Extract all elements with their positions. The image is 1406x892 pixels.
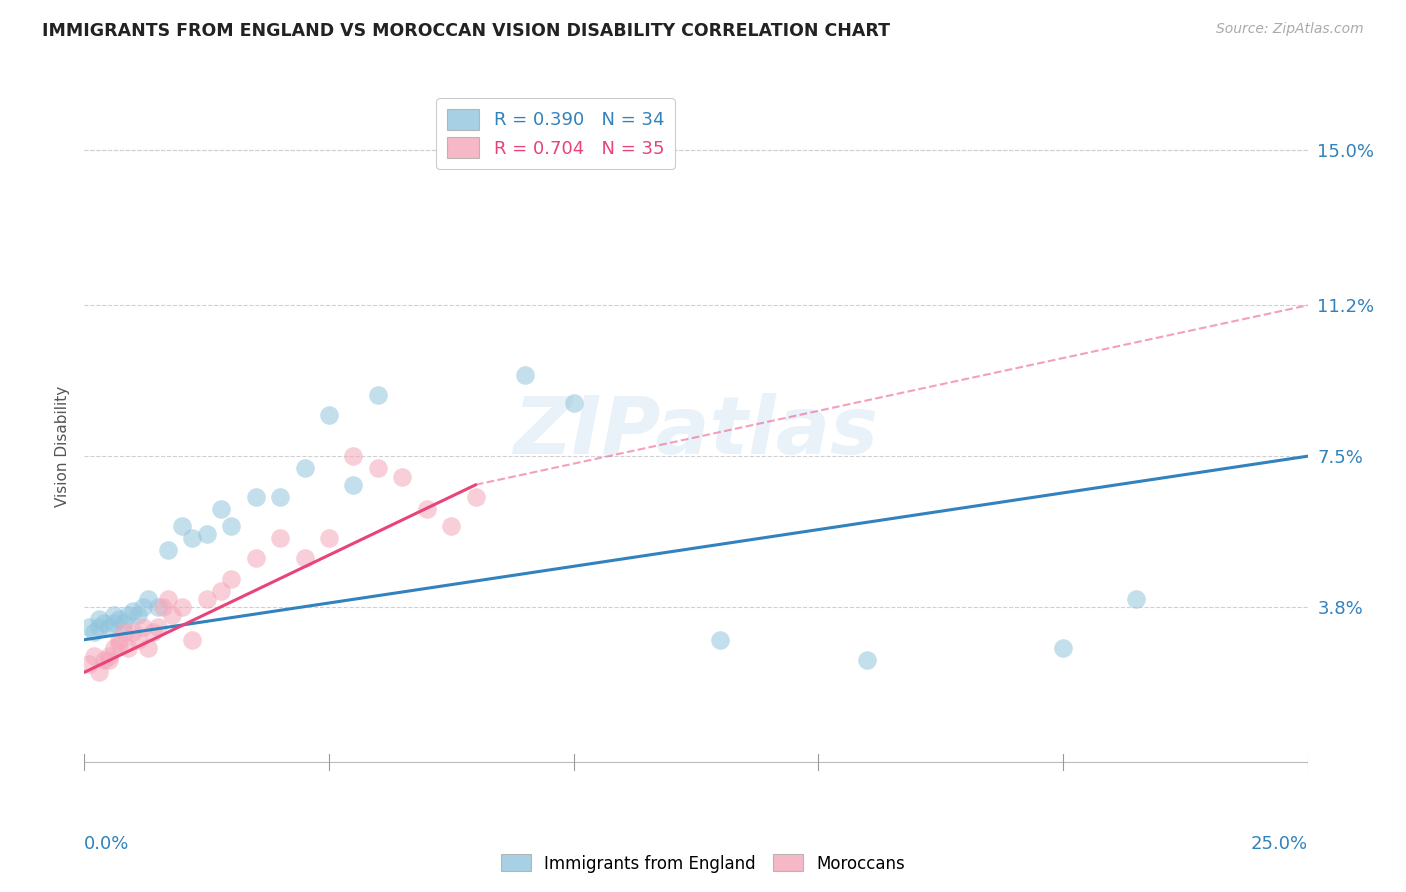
Point — [87, 620, 110, 634]
Point — [294, 461, 316, 475]
Point — [93, 616, 115, 631]
Point — [269, 490, 291, 504]
Point — [77, 657, 100, 672]
Point — [162, 608, 184, 623]
Point — [127, 608, 149, 623]
Point — [146, 620, 169, 634]
Point — [97, 648, 120, 663]
Point — [87, 665, 110, 680]
Point — [562, 396, 585, 410]
Point — [156, 591, 179, 606]
Point — [172, 600, 194, 615]
Point — [318, 409, 340, 423]
Point — [195, 591, 218, 606]
Point — [132, 620, 155, 634]
Legend: Immigrants from England, Moroccans: Immigrants from England, Moroccans — [495, 847, 911, 880]
Legend: R = 0.390   N = 34, R = 0.704   N = 35: R = 0.390 N = 34, R = 0.704 N = 35 — [436, 98, 675, 169]
Point — [122, 604, 145, 618]
Point — [318, 531, 340, 545]
Point — [269, 531, 291, 545]
Point — [342, 449, 364, 463]
Point — [245, 490, 267, 504]
Point — [367, 388, 389, 402]
Point — [181, 632, 204, 647]
Point — [367, 461, 389, 475]
Text: 0.0%: 0.0% — [84, 836, 129, 854]
Point — [87, 612, 110, 626]
Point — [93, 653, 115, 667]
Point — [209, 502, 232, 516]
Point — [136, 591, 159, 606]
Point — [117, 640, 139, 655]
Point — [294, 551, 316, 566]
Point — [856, 653, 879, 667]
Point — [83, 648, 105, 663]
Point — [219, 572, 242, 586]
Point — [709, 632, 731, 647]
Point — [156, 543, 179, 558]
Point — [107, 612, 129, 626]
Point — [127, 632, 149, 647]
Point — [136, 640, 159, 655]
Point — [117, 608, 139, 623]
Point — [122, 624, 145, 639]
Point — [1125, 591, 1147, 606]
Point — [97, 620, 120, 634]
Point — [172, 518, 194, 533]
Text: Source: ZipAtlas.com: Source: ZipAtlas.com — [1216, 22, 1364, 37]
Point — [142, 624, 165, 639]
Point — [513, 368, 536, 382]
Text: ZIPatlas: ZIPatlas — [513, 392, 879, 471]
Point — [97, 653, 120, 667]
Point — [146, 600, 169, 615]
Point — [391, 469, 413, 483]
Point — [132, 600, 155, 615]
Point — [103, 640, 125, 655]
Point — [112, 616, 135, 631]
Point — [464, 490, 486, 504]
Point — [77, 620, 100, 634]
Point — [342, 477, 364, 491]
Point — [83, 624, 105, 639]
Point — [103, 616, 125, 631]
Point — [107, 637, 129, 651]
Point — [1052, 640, 1074, 655]
Point — [181, 531, 204, 545]
Text: 25.0%: 25.0% — [1250, 836, 1308, 854]
Point — [219, 518, 242, 533]
Point — [107, 632, 129, 647]
Point — [245, 551, 267, 566]
Y-axis label: Vision Disability: Vision Disability — [55, 385, 70, 507]
Point — [103, 608, 125, 623]
Point — [152, 600, 174, 615]
Point — [209, 583, 232, 598]
Point — [195, 526, 218, 541]
Text: IMMIGRANTS FROM ENGLAND VS MOROCCAN VISION DISABILITY CORRELATION CHART: IMMIGRANTS FROM ENGLAND VS MOROCCAN VISI… — [42, 22, 890, 40]
Point — [440, 518, 463, 533]
Point — [112, 624, 135, 639]
Point — [416, 502, 439, 516]
